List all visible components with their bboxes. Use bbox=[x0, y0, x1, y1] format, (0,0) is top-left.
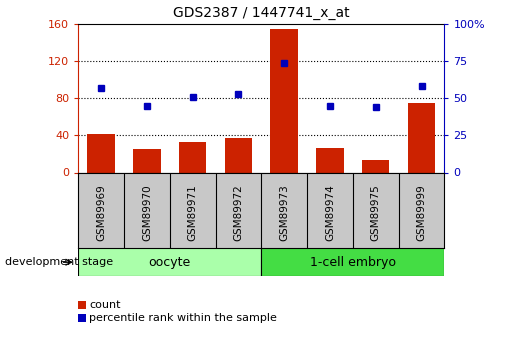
Bar bbox=[225, 138, 252, 172]
Text: GSM89970: GSM89970 bbox=[142, 184, 152, 240]
Bar bbox=[271, 29, 298, 172]
Bar bbox=[78, 248, 262, 276]
Text: GSM89971: GSM89971 bbox=[188, 184, 197, 240]
Text: percentile rank within the sample: percentile rank within the sample bbox=[89, 313, 277, 323]
Title: GDS2387 / 1447741_x_at: GDS2387 / 1447741_x_at bbox=[173, 6, 349, 20]
Text: development stage: development stage bbox=[5, 257, 113, 267]
Text: GSM89972: GSM89972 bbox=[233, 184, 243, 240]
Text: oocyte: oocyte bbox=[148, 256, 191, 269]
Bar bbox=[179, 142, 207, 172]
Bar bbox=[262, 248, 444, 276]
Bar bbox=[362, 159, 389, 172]
Text: count: count bbox=[89, 300, 121, 310]
Text: 1-cell embryo: 1-cell embryo bbox=[310, 256, 396, 269]
Bar bbox=[316, 148, 344, 172]
Text: GSM89973: GSM89973 bbox=[279, 184, 289, 240]
Bar bbox=[408, 103, 435, 172]
Text: GSM89999: GSM89999 bbox=[417, 184, 427, 240]
Text: GSM89974: GSM89974 bbox=[325, 184, 335, 240]
Bar bbox=[87, 135, 115, 172]
Bar bbox=[133, 149, 161, 172]
Text: GSM89975: GSM89975 bbox=[371, 184, 381, 240]
Text: GSM89969: GSM89969 bbox=[96, 184, 106, 240]
